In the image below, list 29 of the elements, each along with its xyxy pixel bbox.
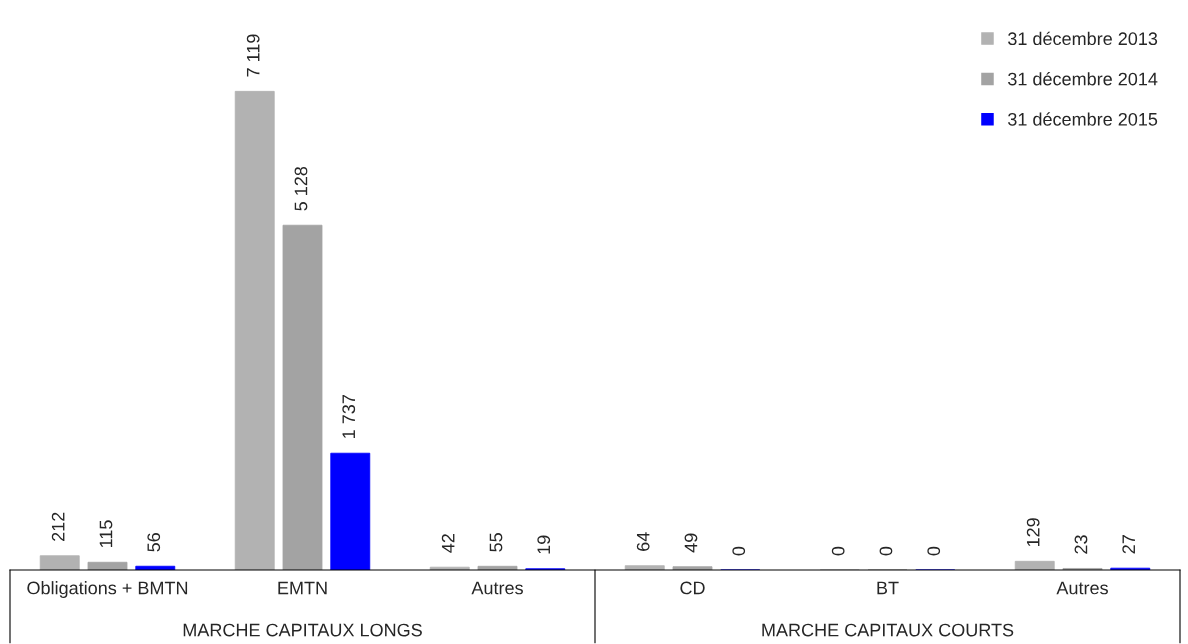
x-tick-label: BT xyxy=(877,581,899,595)
x-tick-label: CD xyxy=(680,581,705,595)
data-label: 0 xyxy=(879,546,893,556)
data-label: 0 xyxy=(927,546,941,556)
data-label: 7 119 xyxy=(246,34,260,77)
data-label: 5 128 xyxy=(294,166,308,211)
data-label: 115 xyxy=(99,520,113,547)
data-label: 56 xyxy=(147,533,161,552)
x-tick-label: Autres xyxy=(1056,581,1108,595)
data-label: 129 xyxy=(1026,518,1040,547)
data-label: 0 xyxy=(831,546,845,556)
legend-label: 31 décembre 2013 xyxy=(1008,31,1158,46)
data-label: 0 xyxy=(732,546,746,556)
data-label: 23 xyxy=(1074,535,1088,554)
text: MARCHE CAPITAUX COURTS xyxy=(762,623,1014,637)
data-label: 27 xyxy=(1122,535,1135,554)
data-label: 1 737 xyxy=(342,395,356,438)
data-label: 19 xyxy=(537,535,551,554)
text: MARCHE CAPITAUX LONGS xyxy=(183,623,422,637)
data-label: 64 xyxy=(636,532,650,551)
x-tick-label: Autres xyxy=(471,581,523,595)
data-label: 49 xyxy=(684,533,698,553)
x-tick-label: EMTN xyxy=(278,581,327,595)
data-label: 212 xyxy=(51,512,65,541)
data-label: 42 xyxy=(441,534,455,553)
x-tick-label: Obligations + BMTN xyxy=(27,581,188,598)
data-label: 55 xyxy=(489,533,503,552)
legend-label: 31 décembre 2015 xyxy=(1008,112,1158,126)
legend-label: 31 décembre 2014 xyxy=(1008,71,1158,86)
